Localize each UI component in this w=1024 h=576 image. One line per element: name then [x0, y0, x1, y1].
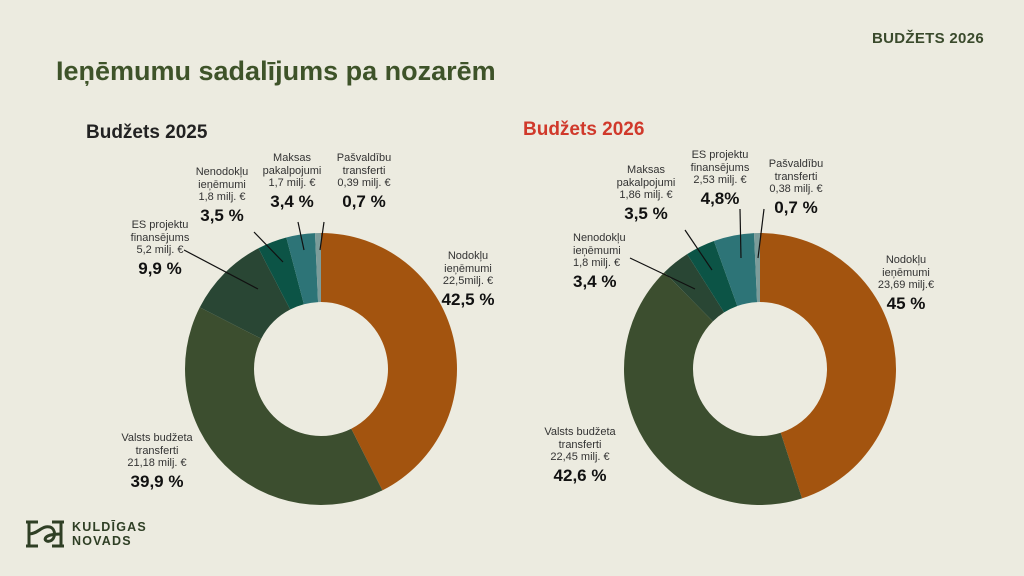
- donut-slice: [199, 248, 291, 339]
- donut-slice: [664, 254, 725, 322]
- donut-slice: [687, 241, 738, 313]
- leader-line: [297, 221, 305, 251]
- label-2026-maksas: Maksas pakalpojumi 1,86 milj. € 3,5 %: [616, 164, 676, 223]
- leader-line: [739, 208, 742, 259]
- leader-line: [319, 221, 325, 251]
- label-2025-maksas: Maksas pakalpojumi 1,7 milj. € 3,4 %: [262, 152, 322, 211]
- label-2025-nodoklu: Nodokļu ieņēmumi 22,5milj. € 42,5 %: [441, 250, 495, 309]
- chart-title-2026: Budžets 2026: [523, 119, 645, 140]
- donut-slice: [713, 233, 758, 306]
- page-title: Ieņēmumu sadalījums pa nozarēm: [56, 56, 496, 86]
- donut-slice: [286, 233, 319, 305]
- leader-line: [684, 229, 713, 271]
- donut-slice: [185, 307, 383, 505]
- label-2025-nenodoklu: Nenodokļu ieņēmumi 1,8 milj. € 3,5 %: [195, 166, 249, 225]
- label-2026-es: ES projektu finansējums 2,53 milj. € 4,8…: [690, 149, 750, 208]
- label-2025-valsts: Valsts budžeta transferti 21,18 milj. € …: [121, 432, 193, 491]
- leader-line: [757, 208, 765, 259]
- leader-line: [629, 257, 696, 290]
- label-2025-pasvaldibu: Pašvaldību transferti 0,39 milj. € 0,7 %: [336, 152, 392, 211]
- label-2026-nodoklu: Nodokļu ieņēmumi 23,69 milj.€ 45 %: [877, 254, 935, 313]
- chart-title-2025: Budžets 2025: [86, 122, 208, 143]
- label-2025-es: ES projektu finansējums 5,2 milj. € 9,9 …: [130, 219, 190, 278]
- donut-slice: [258, 237, 304, 310]
- donut-slice: [315, 233, 321, 303]
- label-2026-nenodoklu: Nenodokļu ieņēmumi 1,8 milj. € 3,4 %: [573, 232, 626, 291]
- logo-line-1: KULDĪGAS: [72, 520, 147, 534]
- logo-line-2: NOVADS: [72, 534, 132, 548]
- label-2026-valsts: Valsts budžeta transferti 22,45 milj. € …: [544, 426, 616, 485]
- logo: KULDĪGAS NOVADS: [26, 519, 147, 549]
- kuldiga-logo-icon: [26, 520, 64, 548]
- donut-slice: [623, 272, 803, 505]
- document-tag: BUDŽETS 2026: [872, 30, 984, 47]
- leader-line: [253, 231, 284, 263]
- leader-line: [183, 249, 259, 290]
- label-2026-pasvaldibu: Pašvaldību transferti 0,38 milj. € 0,7 %: [768, 158, 824, 217]
- donut-slice: [321, 233, 457, 491]
- donut-slice: [760, 233, 897, 499]
